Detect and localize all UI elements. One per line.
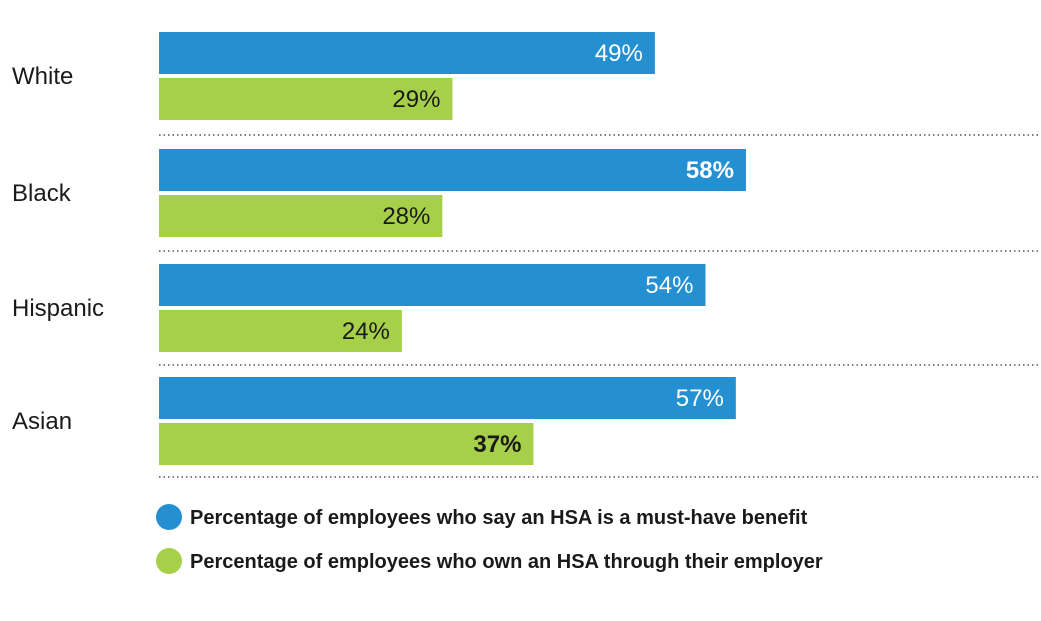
value-label-asian-own: 37% [473,431,521,458]
value-label-black-must-have: 58% [686,157,734,184]
category-label-asian: Asian [12,408,72,435]
category-label-black: Black [12,180,72,207]
legend-label-own: Percentage of employees who own an HSA t… [190,551,823,573]
legend-label-must-have: Percentage of employees who say an HSA i… [190,507,808,529]
value-label-asian-must-have: 57% [676,385,724,412]
value-label-white-own: 29% [392,86,440,113]
category-label-hispanic: Hispanic [12,295,104,322]
bar-asian-own [159,423,534,465]
bar-black-own [159,195,443,237]
value-label-black-own: 28% [382,203,430,230]
value-label-white-must-have: 49% [595,40,643,67]
bar-white-own [159,78,453,120]
legend-swatch-own [156,548,182,574]
legend-swatch-must-have [156,504,182,530]
value-label-hispanic-own: 24% [342,318,390,345]
bar-asian-must-have [159,377,736,419]
bar-hispanic-must-have [159,264,706,306]
category-label-white: White [12,63,73,90]
bar-hispanic-own [159,310,402,352]
value-label-hispanic-must-have: 54% [645,272,693,299]
bar-white-must-have [159,32,655,74]
bar-black-must-have [159,149,746,191]
